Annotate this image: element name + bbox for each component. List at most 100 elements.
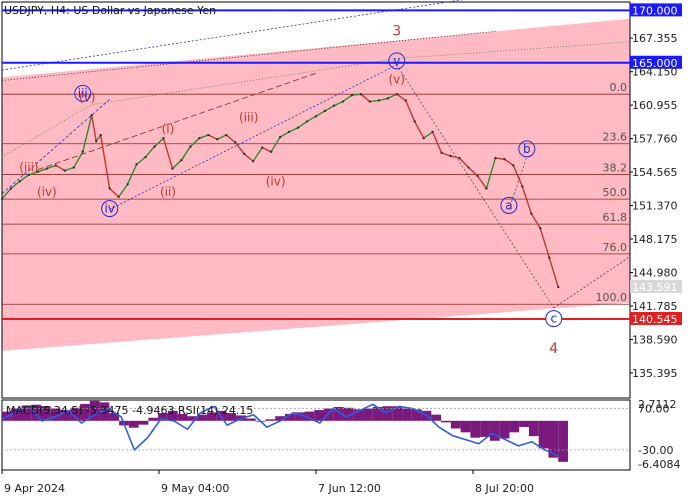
- price-segment: [468, 167, 478, 177]
- price-segment: [503, 158, 514, 167]
- price-point: [548, 256, 551, 259]
- macd-bar: [41, 406, 51, 421]
- price-point: [260, 146, 264, 149]
- fib-level-label: 23.6: [603, 131, 628, 144]
- macd-bar: [197, 414, 207, 421]
- y-tick-box: [630, 311, 682, 325]
- y-tick-label: 165.000: [632, 57, 678, 70]
- y-tick-label: 151.370: [632, 200, 678, 213]
- price-segment: [1, 188, 12, 200]
- macd-bar: [138, 420, 149, 425]
- macd-bar: [509, 420, 520, 433]
- price-segment: [378, 97, 388, 102]
- price-point: [216, 138, 219, 141]
- guide-line: [1, 0, 464, 71]
- price-segment: [171, 159, 182, 170]
- price-segment: [476, 175, 488, 189]
- wave-label: (iv): [37, 185, 57, 199]
- main-panel: 0.0 23.6 38.2 50.0 61.8 76.0 100.0 (iii) (iv) (v)…: [0, 0, 631, 399]
- osc-tick-label: -6.4084: [638, 458, 680, 471]
- price-segment: [423, 131, 434, 139]
- price-segment: [270, 136, 281, 153]
- macd-bar: [392, 406, 403, 421]
- wave-label: iii: [78, 86, 88, 100]
- price-point: [458, 156, 461, 160]
- price-point: [63, 169, 66, 172]
- wave-circle: [545, 310, 563, 328]
- y-tick-label: 144.980: [632, 266, 678, 279]
- price-point: [305, 120, 309, 123]
- price-point: [386, 97, 389, 100]
- price-point: [359, 92, 363, 96]
- guide-line: [1, 99, 110, 195]
- guide-line: [109, 64, 397, 210]
- macd-bar: [148, 417, 159, 421]
- price-point: [54, 164, 58, 167]
- y-tick-label: 148.175: [632, 233, 678, 246]
- price-point: [36, 170, 40, 173]
- macd-bar: [519, 420, 529, 427]
- price-point: [485, 187, 488, 190]
- price-point: [395, 92, 398, 96]
- oscillator-title: MACD(5,34,5) -5.3475 -4.9463 RSI(14) 24.…: [6, 404, 253, 417]
- price-point: [27, 173, 31, 177]
- wave-label: 4: [549, 341, 558, 357]
- price-point: [269, 150, 273, 154]
- price-segment: [450, 155, 460, 159]
- macd-bar: [128, 420, 139, 428]
- macd-bar: [558, 420, 568, 462]
- y-tick-label: 157.760: [632, 133, 678, 146]
- price-segment: [19, 174, 30, 182]
- price-segment: [199, 134, 209, 139]
- macd-bar: [343, 407, 354, 421]
- y-tick-label: 138.590: [632, 333, 678, 346]
- price-segment: [99, 134, 111, 189]
- osc-tick-label: 2.7112: [638, 398, 677, 411]
- price-segment: [252, 147, 263, 162]
- rsi-line: [1, 403, 559, 457]
- macd-bar: [382, 406, 393, 421]
- guide-line: [508, 156, 528, 210]
- price-point: [296, 126, 300, 129]
- price-segment: [10, 180, 21, 190]
- price-segment: [431, 131, 443, 154]
- macd-bar: [275, 416, 285, 421]
- price-segment: [162, 137, 174, 169]
- price-point: [153, 145, 156, 148]
- macd-bar: [60, 410, 71, 421]
- price-point: [278, 135, 282, 139]
- wave-label: (i): [162, 122, 175, 136]
- wave-label: (ii): [160, 185, 176, 199]
- macd-bar: [402, 408, 412, 421]
- y-tick-box: [630, 280, 682, 294]
- macd-bar: [216, 410, 227, 421]
- y-tick-label: 141.785: [632, 300, 678, 313]
- price-segment: [118, 183, 129, 198]
- macd-bar: [470, 420, 481, 438]
- macd-bar: [245, 418, 256, 421]
- guide-line: [553, 256, 631, 309]
- osc-tick-label: 70.00: [638, 403, 670, 416]
- x-tick-label: 9 Apr 2024: [4, 482, 65, 495]
- wave-label: 3: [392, 24, 401, 40]
- price-point: [81, 150, 84, 154]
- macd-bar: [265, 419, 276, 421]
- price-segment: [548, 257, 559, 288]
- price-segment: [189, 137, 200, 148]
- macd-bar: [480, 420, 490, 437]
- trend-channel: [2, 18, 630, 351]
- price-segment: [414, 121, 425, 139]
- wave-label: b: [523, 142, 531, 156]
- price-point: [557, 285, 560, 289]
- price-segment: [55, 164, 66, 172]
- price-point: [332, 104, 336, 107]
- guide-line: [1, 41, 631, 158]
- price-segment: [180, 146, 191, 161]
- price-segment: [82, 114, 93, 152]
- wave-label: (iii): [239, 110, 258, 124]
- fib-level-label: 100.0: [596, 291, 628, 304]
- price-segment: [73, 151, 84, 168]
- price-segment: [154, 137, 164, 148]
- symbol-title: USDJPY, H4: US Dollar vs Japanese Yen: [4, 4, 216, 17]
